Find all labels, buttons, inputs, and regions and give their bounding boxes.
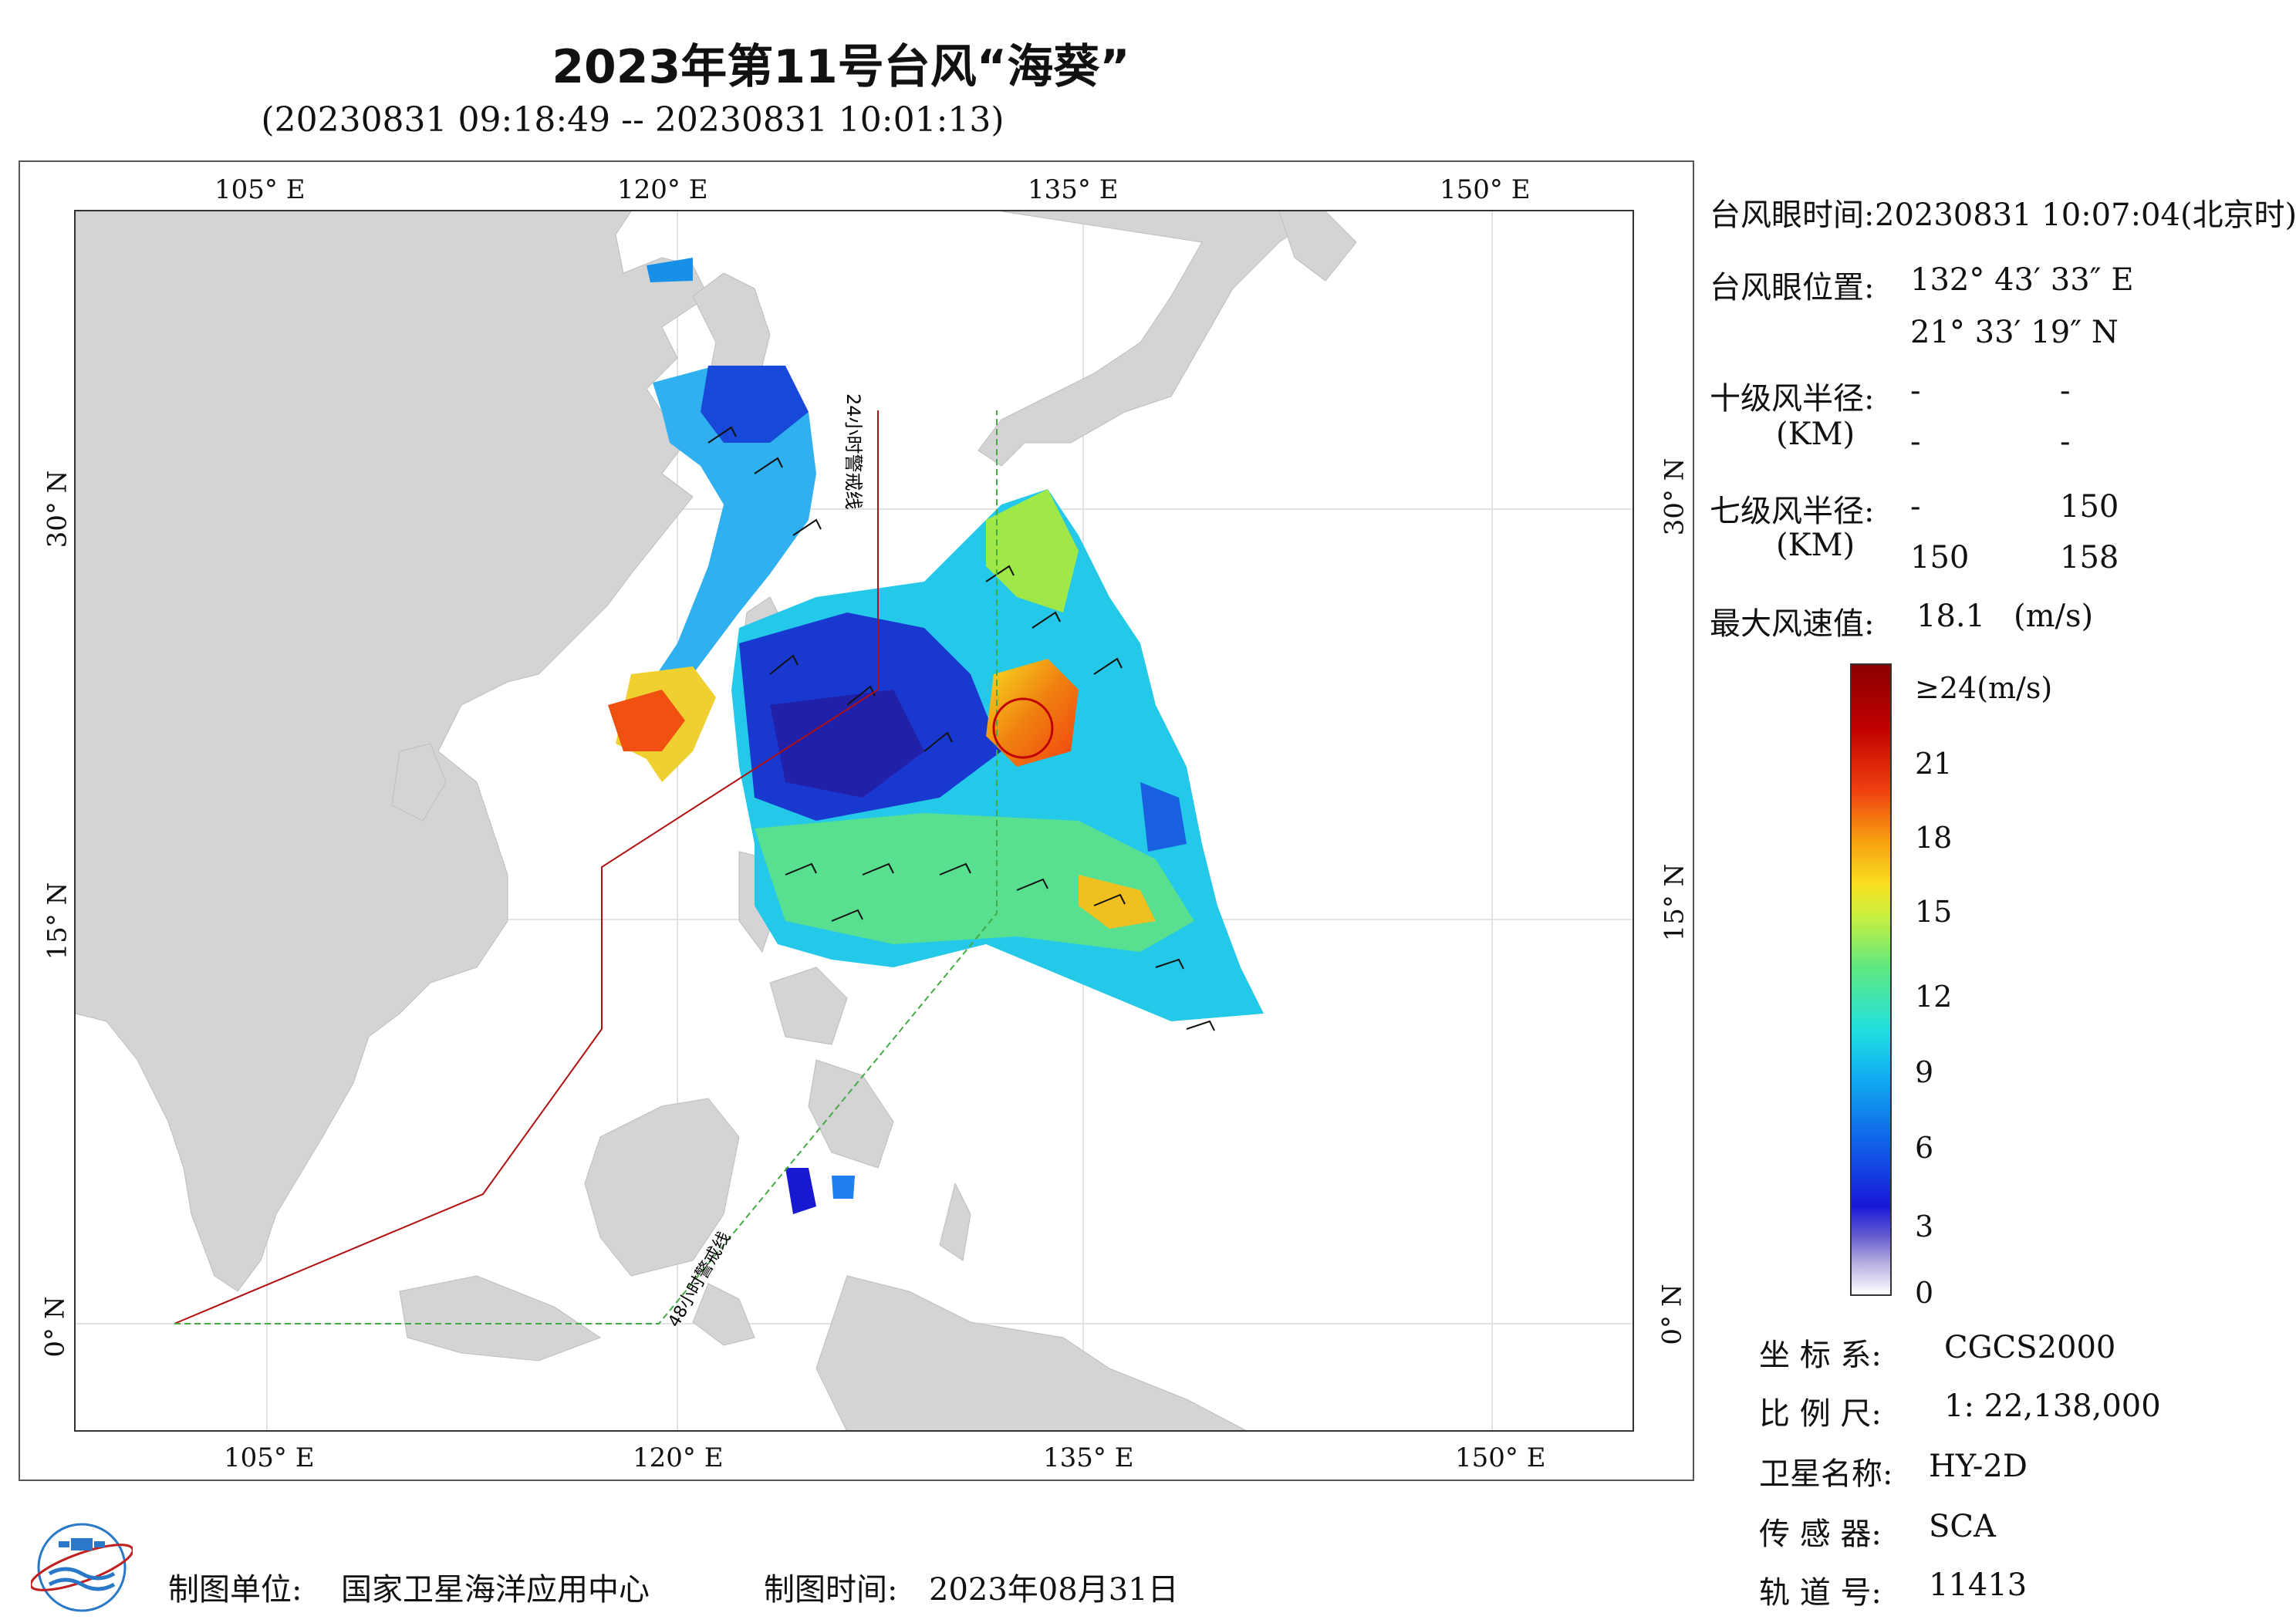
typhoon-eye-marker <box>992 697 1054 759</box>
max-wind-label: 最大风速值: <box>1710 606 1875 642</box>
eye-time-value: 20230831 10:07:04(北京时) <box>1875 197 2296 233</box>
r10-value-sw: - <box>1910 424 1921 460</box>
eye-position-label: 台风眼位置: <box>1710 270 1875 305</box>
r7-value-ne: - <box>1910 489 1921 525</box>
warning-line-24h-label: 24小时警戒线 <box>842 393 864 510</box>
eye-time-label: 台风眼时间: <box>1710 197 1875 233</box>
crs-value: CGCS2000 <box>1944 1330 2116 1365</box>
lat-tick-left-15: 15° N <box>42 882 73 960</box>
date-label: 制图时间: <box>764 1572 898 1608</box>
lon-tick-bottom-150: 150° E <box>1455 1442 1546 1473</box>
satellite-label: 卫星名称: <box>1759 1456 1893 1492</box>
land-masses <box>76 211 1357 1430</box>
colorbar-label-21: 21 <box>1915 747 1953 781</box>
lon-tick-bottom-105: 105° E <box>224 1442 315 1473</box>
lat-tick-right-15: 15° N <box>1659 863 1690 942</box>
lon-tick-bottom-135: 135° E <box>1043 1442 1134 1473</box>
scale-value: 1: 22,138,000 <box>1944 1388 2161 1424</box>
sensor-value: SCA <box>1929 1509 1996 1544</box>
producer-value: 国家卫星海洋应用中心 <box>341 1572 650 1608</box>
lon-tick-top-150: 150° E <box>1440 174 1531 205</box>
scale-label: 比 例 尺: <box>1759 1396 1882 1432</box>
r7-label: 七级风半径: <box>1710 494 1875 529</box>
map-canvas: 24小时警戒线 48小时警戒线 <box>76 211 1633 1430</box>
r7-value-nw: 158 <box>2060 540 2119 575</box>
wind-field-map: 24小时警戒线 48小时警戒线 <box>74 210 1634 1432</box>
r10-unit: (KM) <box>1776 417 1855 452</box>
lat-tick-left-0: 0° N <box>39 1296 71 1358</box>
colorbar-label-9: 9 <box>1915 1055 1934 1089</box>
colorbar-label-24: ≥24(m/s) <box>1915 671 2053 705</box>
r7-unit: (KM) <box>1776 528 1855 563</box>
observation-time-range: (20230831 09:18:49 -- 20230831 10:01:13) <box>261 100 1004 140</box>
lon-tick-top-105: 105° E <box>214 174 306 205</box>
date-value: 2023年08月31日 <box>929 1572 1179 1608</box>
wind-swath <box>608 258 1264 1214</box>
r7-value-se: 150 <box>2060 489 2119 525</box>
producer-label: 制图单位: <box>168 1572 302 1608</box>
max-wind-value: 18.1 <box>1916 599 1986 634</box>
lon-tick-bottom-120: 120° E <box>633 1442 724 1473</box>
lat-tick-left-30: 30° N <box>42 470 73 548</box>
warning-line-48h <box>174 410 998 1324</box>
colorbar-label-6: 6 <box>1915 1131 1934 1165</box>
colorbar-label-15: 15 <box>1915 895 1953 929</box>
sensor-label: 传 感 器: <box>1759 1517 1882 1552</box>
wind-barbs <box>707 426 1215 1031</box>
lat-tick-right-30: 30° N <box>1659 457 1690 536</box>
colorbar-label-0: 0 <box>1915 1276 1934 1310</box>
eye-longitude: 132° 43′ 33″ E <box>1910 262 2134 298</box>
satellite-value: HY-2D <box>1929 1449 2028 1484</box>
wind-speed-colorbar <box>1850 663 1892 1296</box>
r10-value-nw: - <box>2060 424 2071 460</box>
orbit-value: 11413 <box>1929 1567 2028 1603</box>
map-frame <box>19 160 1694 1481</box>
r10-value-se: - <box>2060 373 2071 409</box>
lon-tick-top-135: 135° E <box>1028 174 1119 205</box>
warning-line-24h <box>174 410 879 1324</box>
nsoas-logo <box>31 1523 133 1612</box>
orbit-label: 轨 道 号: <box>1759 1575 1882 1611</box>
r10-label: 十级风半径: <box>1710 381 1875 417</box>
max-wind-unit: (m/s) <box>2014 599 2094 634</box>
lon-tick-top-120: 120° E <box>617 174 708 205</box>
map-title: 2023年第11号台风“海葵” <box>552 40 1130 94</box>
r10-value-ne: - <box>1910 373 1921 409</box>
lat-tick-right-0: 0° N <box>1656 1284 1688 1345</box>
colorbar-label-18: 18 <box>1915 821 1953 855</box>
crs-label: 坐 标 系: <box>1759 1338 1882 1373</box>
r7-value-sw: 150 <box>1910 540 1970 575</box>
colorbar-label-12: 12 <box>1915 980 1953 1014</box>
eye-latitude: 21° 33′ 19″ N <box>1910 315 2119 350</box>
colorbar-label-3: 3 <box>1915 1210 1934 1243</box>
